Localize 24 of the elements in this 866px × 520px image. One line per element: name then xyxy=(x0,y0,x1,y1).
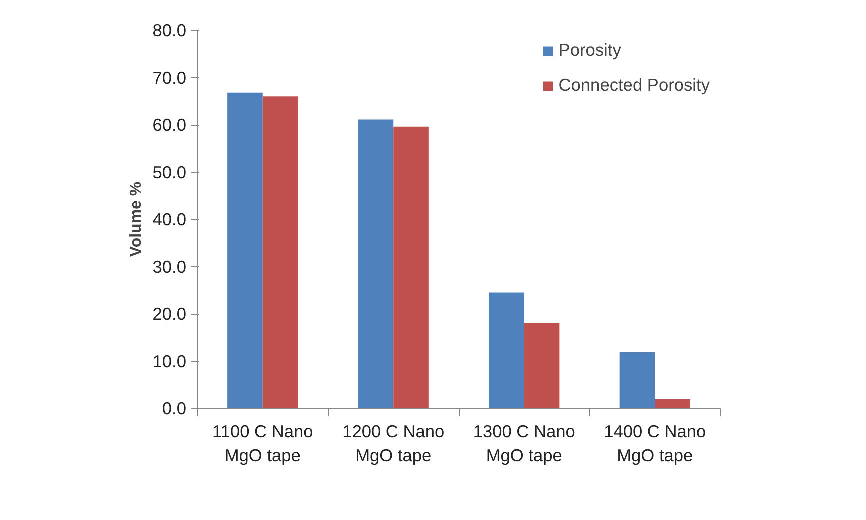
bar xyxy=(228,92,263,408)
legend-label: Connected Porosity xyxy=(558,75,710,96)
legend-label: Porosity xyxy=(558,40,622,61)
x-tick-label: 1300 C Nano MgO tape xyxy=(473,422,576,466)
bar xyxy=(655,400,690,408)
bar xyxy=(620,352,656,408)
y-tick-label: 70.0 xyxy=(152,68,187,88)
y-tick-label: 50.0 xyxy=(152,162,187,182)
x-tick-label: 1400 C Nano MgO tape xyxy=(604,422,706,466)
bar xyxy=(489,292,524,408)
y-tick-label: 60.0 xyxy=(152,115,187,135)
y-tick-label: 80.0 xyxy=(152,20,187,40)
y-tick-label: 20.0 xyxy=(152,304,187,324)
y-tick-label: 30.0 xyxy=(152,256,187,277)
y-axis-title: Volume % xyxy=(128,182,145,258)
bar xyxy=(358,120,394,408)
bar xyxy=(394,126,429,408)
y-tick-label: 0.0 xyxy=(162,398,187,418)
bar xyxy=(262,96,298,408)
y-tick-label: 10.0 xyxy=(152,351,187,372)
bar xyxy=(524,322,560,408)
x-tick-label: 1100 C Nano MgO tape xyxy=(212,422,314,466)
y-tick-label: 40.0 xyxy=(152,210,187,230)
x-tick-label: 1200 C Nano MgO tape xyxy=(342,422,445,466)
